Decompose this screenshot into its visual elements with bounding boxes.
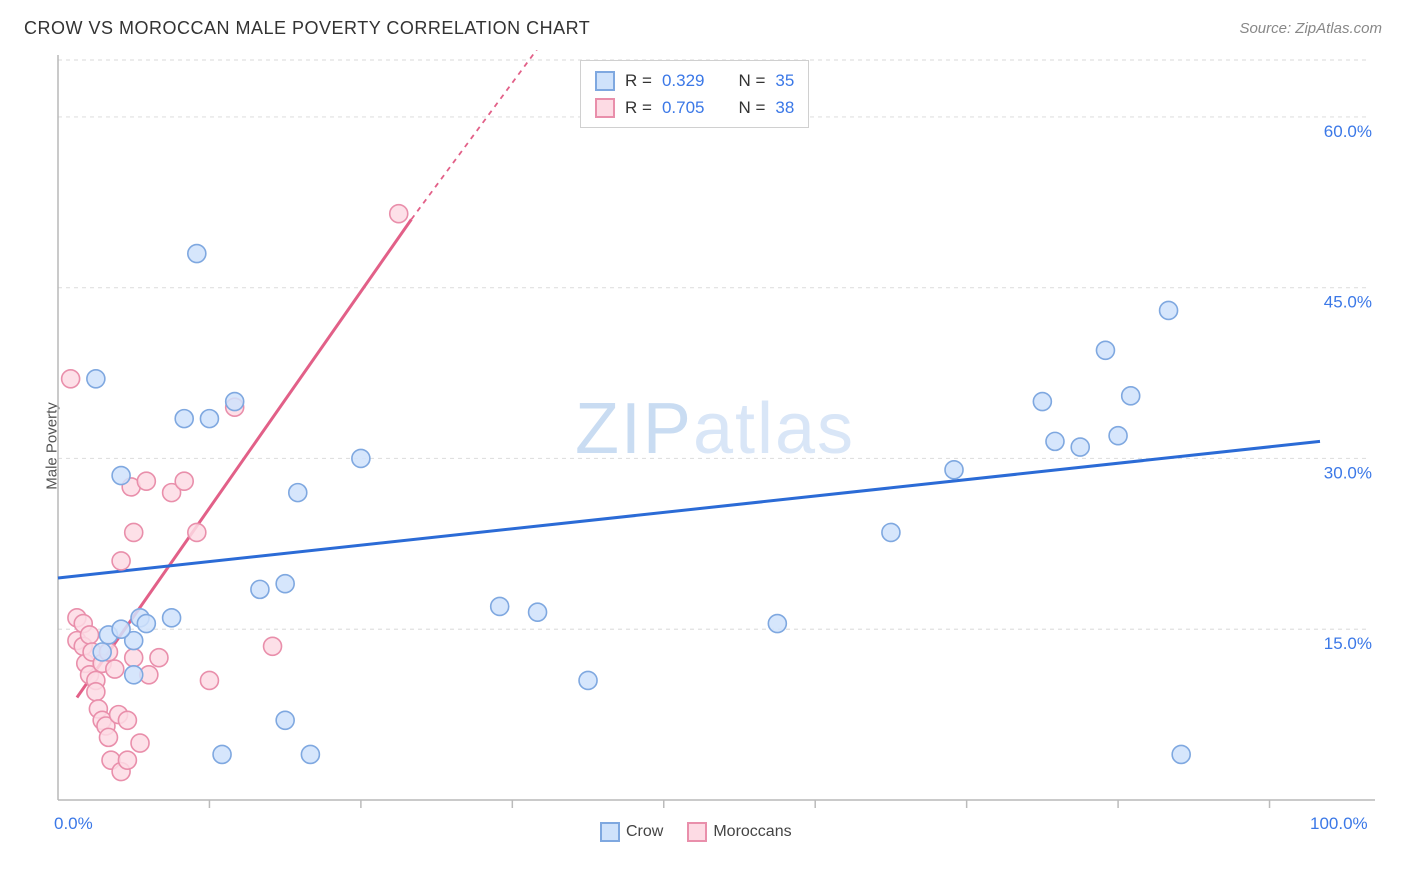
series-name: Moroccans <box>713 823 791 840</box>
series-legend: Crow Moroccans <box>600 822 792 842</box>
x-axis-min-label: 0.0% <box>54 814 93 834</box>
svg-text:60.0%: 60.0% <box>1324 122 1372 141</box>
n-label: N = <box>738 67 765 94</box>
svg-text:45.0%: 45.0% <box>1324 293 1372 312</box>
legend-swatch <box>595 98 615 118</box>
legend-swatch <box>595 71 615 91</box>
source-attribution: Source: ZipAtlas.com <box>1239 20 1382 37</box>
chart-title: CROW VS MOROCCAN MALE POVERTY CORRELATIO… <box>24 18 590 39</box>
r-value: 0.329 <box>662 67 705 94</box>
n-label: N = <box>738 94 765 121</box>
legend-swatch <box>687 822 707 842</box>
series-legend-item: Moroccans <box>687 822 791 842</box>
correlation-stats-legend: R = 0.329 N = 35 R = 0.705 N = 38 <box>580 60 809 128</box>
svg-text:30.0%: 30.0% <box>1324 463 1372 482</box>
chart-header: CROW VS MOROCCAN MALE POVERTY CORRELATIO… <box>24 18 1382 39</box>
r-value: 0.705 <box>662 94 705 121</box>
scatter-plot-svg: 15.0% 30.0% 45.0% 60.0% <box>50 50 1380 840</box>
series-name: Crow <box>626 823 663 840</box>
n-value: 35 <box>775 67 794 94</box>
legend-swatch <box>600 822 620 842</box>
x-axis-max-label: 100.0% <box>1310 814 1368 834</box>
r-label: R = <box>625 94 652 121</box>
svg-text:15.0%: 15.0% <box>1324 634 1372 653</box>
stat-legend-row: R = 0.329 N = 35 <box>595 67 794 94</box>
plot-area: 15.0%30.0%45.0%60.0% ZIPatlas R = 0.329N… <box>50 50 1380 840</box>
stat-legend-row: R = 0.705 N = 38 <box>595 94 794 121</box>
series-legend-item: Crow <box>600 822 663 842</box>
n-value: 38 <box>775 94 794 121</box>
r-label: R = <box>625 67 652 94</box>
